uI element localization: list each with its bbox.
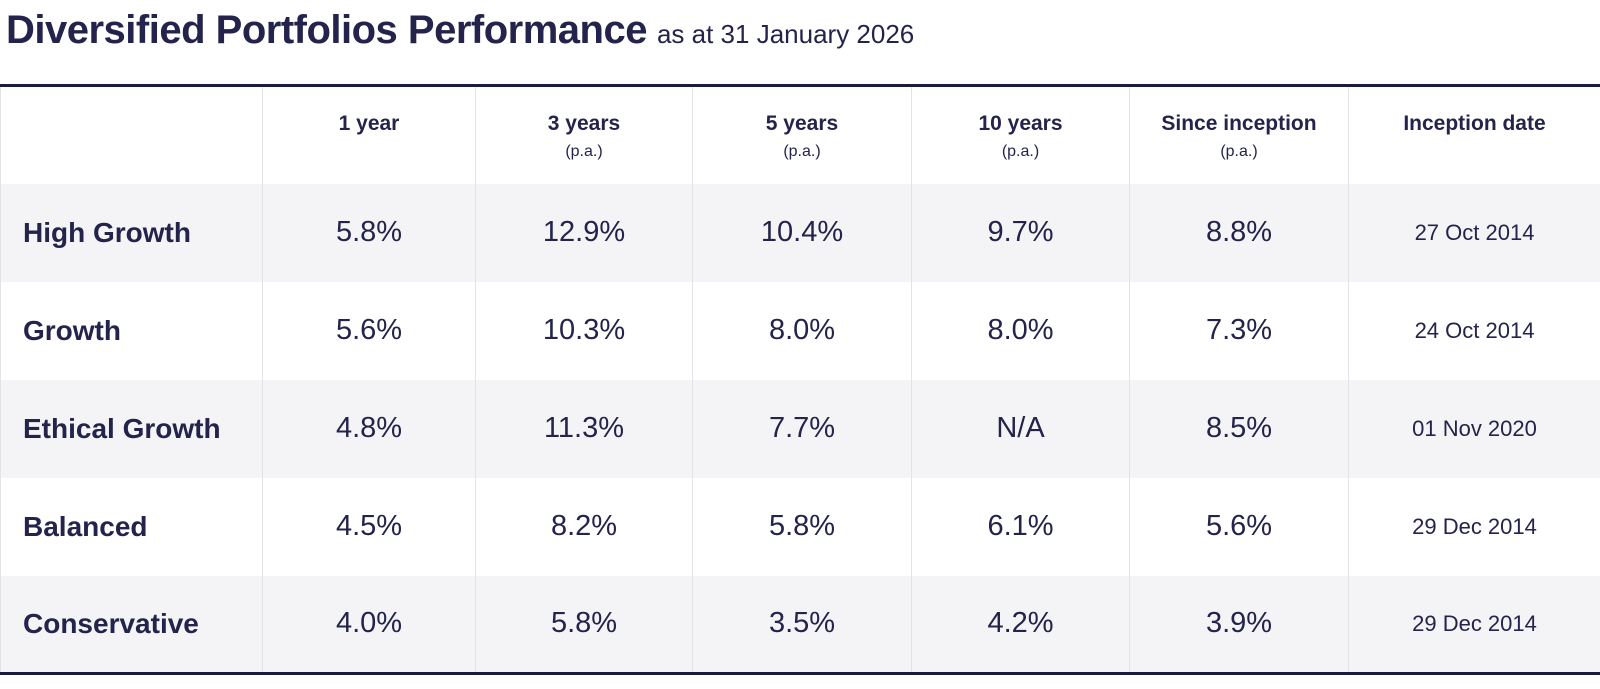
- column-label: Since inception: [1161, 112, 1317, 135]
- table-row-balanced: Balanced 4.5% 8.2% 5.8% 6.1% 5.6% 29 Dec…: [0, 477, 1600, 576]
- column-sublabel: (p.a.): [1220, 143, 1258, 161]
- column-sublabel: (p.a.): [1001, 143, 1040, 161]
- page-subtitle: as at 31 January 2026: [656, 19, 915, 49]
- value-cell: 7.3%: [1129, 281, 1349, 380]
- table-row-growth: Growth 5.6% 10.3% 8.0% 8.0% 7.3% 24 Oct …: [0, 281, 1600, 380]
- value-cell: 8.0%: [911, 281, 1130, 380]
- value-cell: 10.3%: [475, 281, 693, 380]
- column-sublabel: (p.a.): [565, 143, 603, 161]
- inception-date-cell: 01 Nov 2020: [1348, 379, 1600, 478]
- row-label: Ethical Growth: [23, 412, 221, 444]
- header-cell-since-inception: Since inception (p.a.): [1129, 85, 1349, 184]
- header-cell-blank: [1, 86, 263, 184]
- table-header: 1 year 3 years (p.a.) 5 years (p.a.) 10 …: [0, 85, 1600, 184]
- inception-date-cell: 29 Dec 2014: [1348, 575, 1600, 674]
- value-cell: 8.2%: [475, 477, 693, 576]
- value-cell: 5.8%: [475, 575, 693, 674]
- column-label: Inception date: [1403, 112, 1546, 135]
- value-cell: 8.8%: [1129, 183, 1349, 282]
- header-cell-5-years: 5 years (p.a.): [692, 85, 912, 184]
- performance-table: 1 year 3 years (p.a.) 5 years (p.a.) 10 …: [0, 84, 1600, 675]
- header-cell-1-year: 1 year: [262, 85, 476, 184]
- column-label: 10 years: [978, 112, 1063, 135]
- value-cell: 8.0%: [692, 281, 912, 380]
- header-cell-10-years: 10 years (p.a.): [911, 85, 1130, 184]
- table-body: High Growth 5.8% 12.9% 10.4% 9.7% 8.8% 2…: [0, 183, 1600, 674]
- value-cell: 5.6%: [1129, 477, 1349, 576]
- value-cell: 7.7%: [692, 379, 912, 478]
- value-cell: 4.0%: [262, 575, 476, 674]
- value-cell: 3.9%: [1129, 575, 1349, 674]
- row-label: Growth: [23, 314, 121, 346]
- header-cell-inception-date: Inception date: [1348, 85, 1600, 184]
- inception-date-cell: 27 Oct 2014: [1348, 183, 1600, 282]
- value-cell: 8.5%: [1129, 379, 1349, 478]
- value-cell: 6.1%: [911, 477, 1130, 576]
- row-label: High Growth: [23, 216, 191, 248]
- value-cell: N/A: [911, 379, 1130, 478]
- table-row-ethical-growth: Ethical Growth 4.8% 11.3% 7.7% N/A 8.5% …: [0, 379, 1600, 478]
- value-cell: 4.8%: [262, 379, 476, 478]
- value-cell: 11.3%: [475, 379, 693, 478]
- column-sublabel: (p.a.): [783, 143, 821, 161]
- value-cell: 9.7%: [911, 183, 1130, 282]
- value-cell: 5.8%: [262, 183, 476, 282]
- table-row-high-growth: High Growth 5.8% 12.9% 10.4% 9.7% 8.8% 2…: [0, 183, 1600, 282]
- row-label: Balanced: [23, 510, 148, 542]
- column-label: 3 years: [547, 112, 621, 135]
- value-cell: 10.4%: [692, 183, 912, 282]
- value-cell: 5.8%: [692, 477, 912, 576]
- header-row: 1 year 3 years (p.a.) 5 years (p.a.) 10 …: [0, 85, 1600, 184]
- row-label: Conservative: [23, 607, 199, 639]
- table-row-conservative: Conservative 4.0% 5.8% 3.5% 4.2% 3.9% 29…: [0, 575, 1600, 674]
- column-label: 5 years: [765, 112, 839, 135]
- inception-date-cell: 29 Dec 2014: [1348, 477, 1600, 576]
- value-cell: 12.9%: [475, 183, 693, 282]
- value-cell: 5.6%: [262, 281, 476, 380]
- header-cell-3-years: 3 years (p.a.): [475, 85, 693, 184]
- value-cell: 3.5%: [692, 575, 912, 674]
- page-title: Diversified Portfolios Performance: [6, 8, 647, 52]
- column-label: 1 year: [338, 112, 400, 135]
- inception-date-cell: 24 Oct 2014: [1348, 281, 1600, 380]
- titlebar: Diversified Portfolios Performance as at …: [0, 0, 1600, 53]
- value-cell: 4.2%: [911, 575, 1130, 674]
- value-cell: 4.5%: [262, 477, 476, 576]
